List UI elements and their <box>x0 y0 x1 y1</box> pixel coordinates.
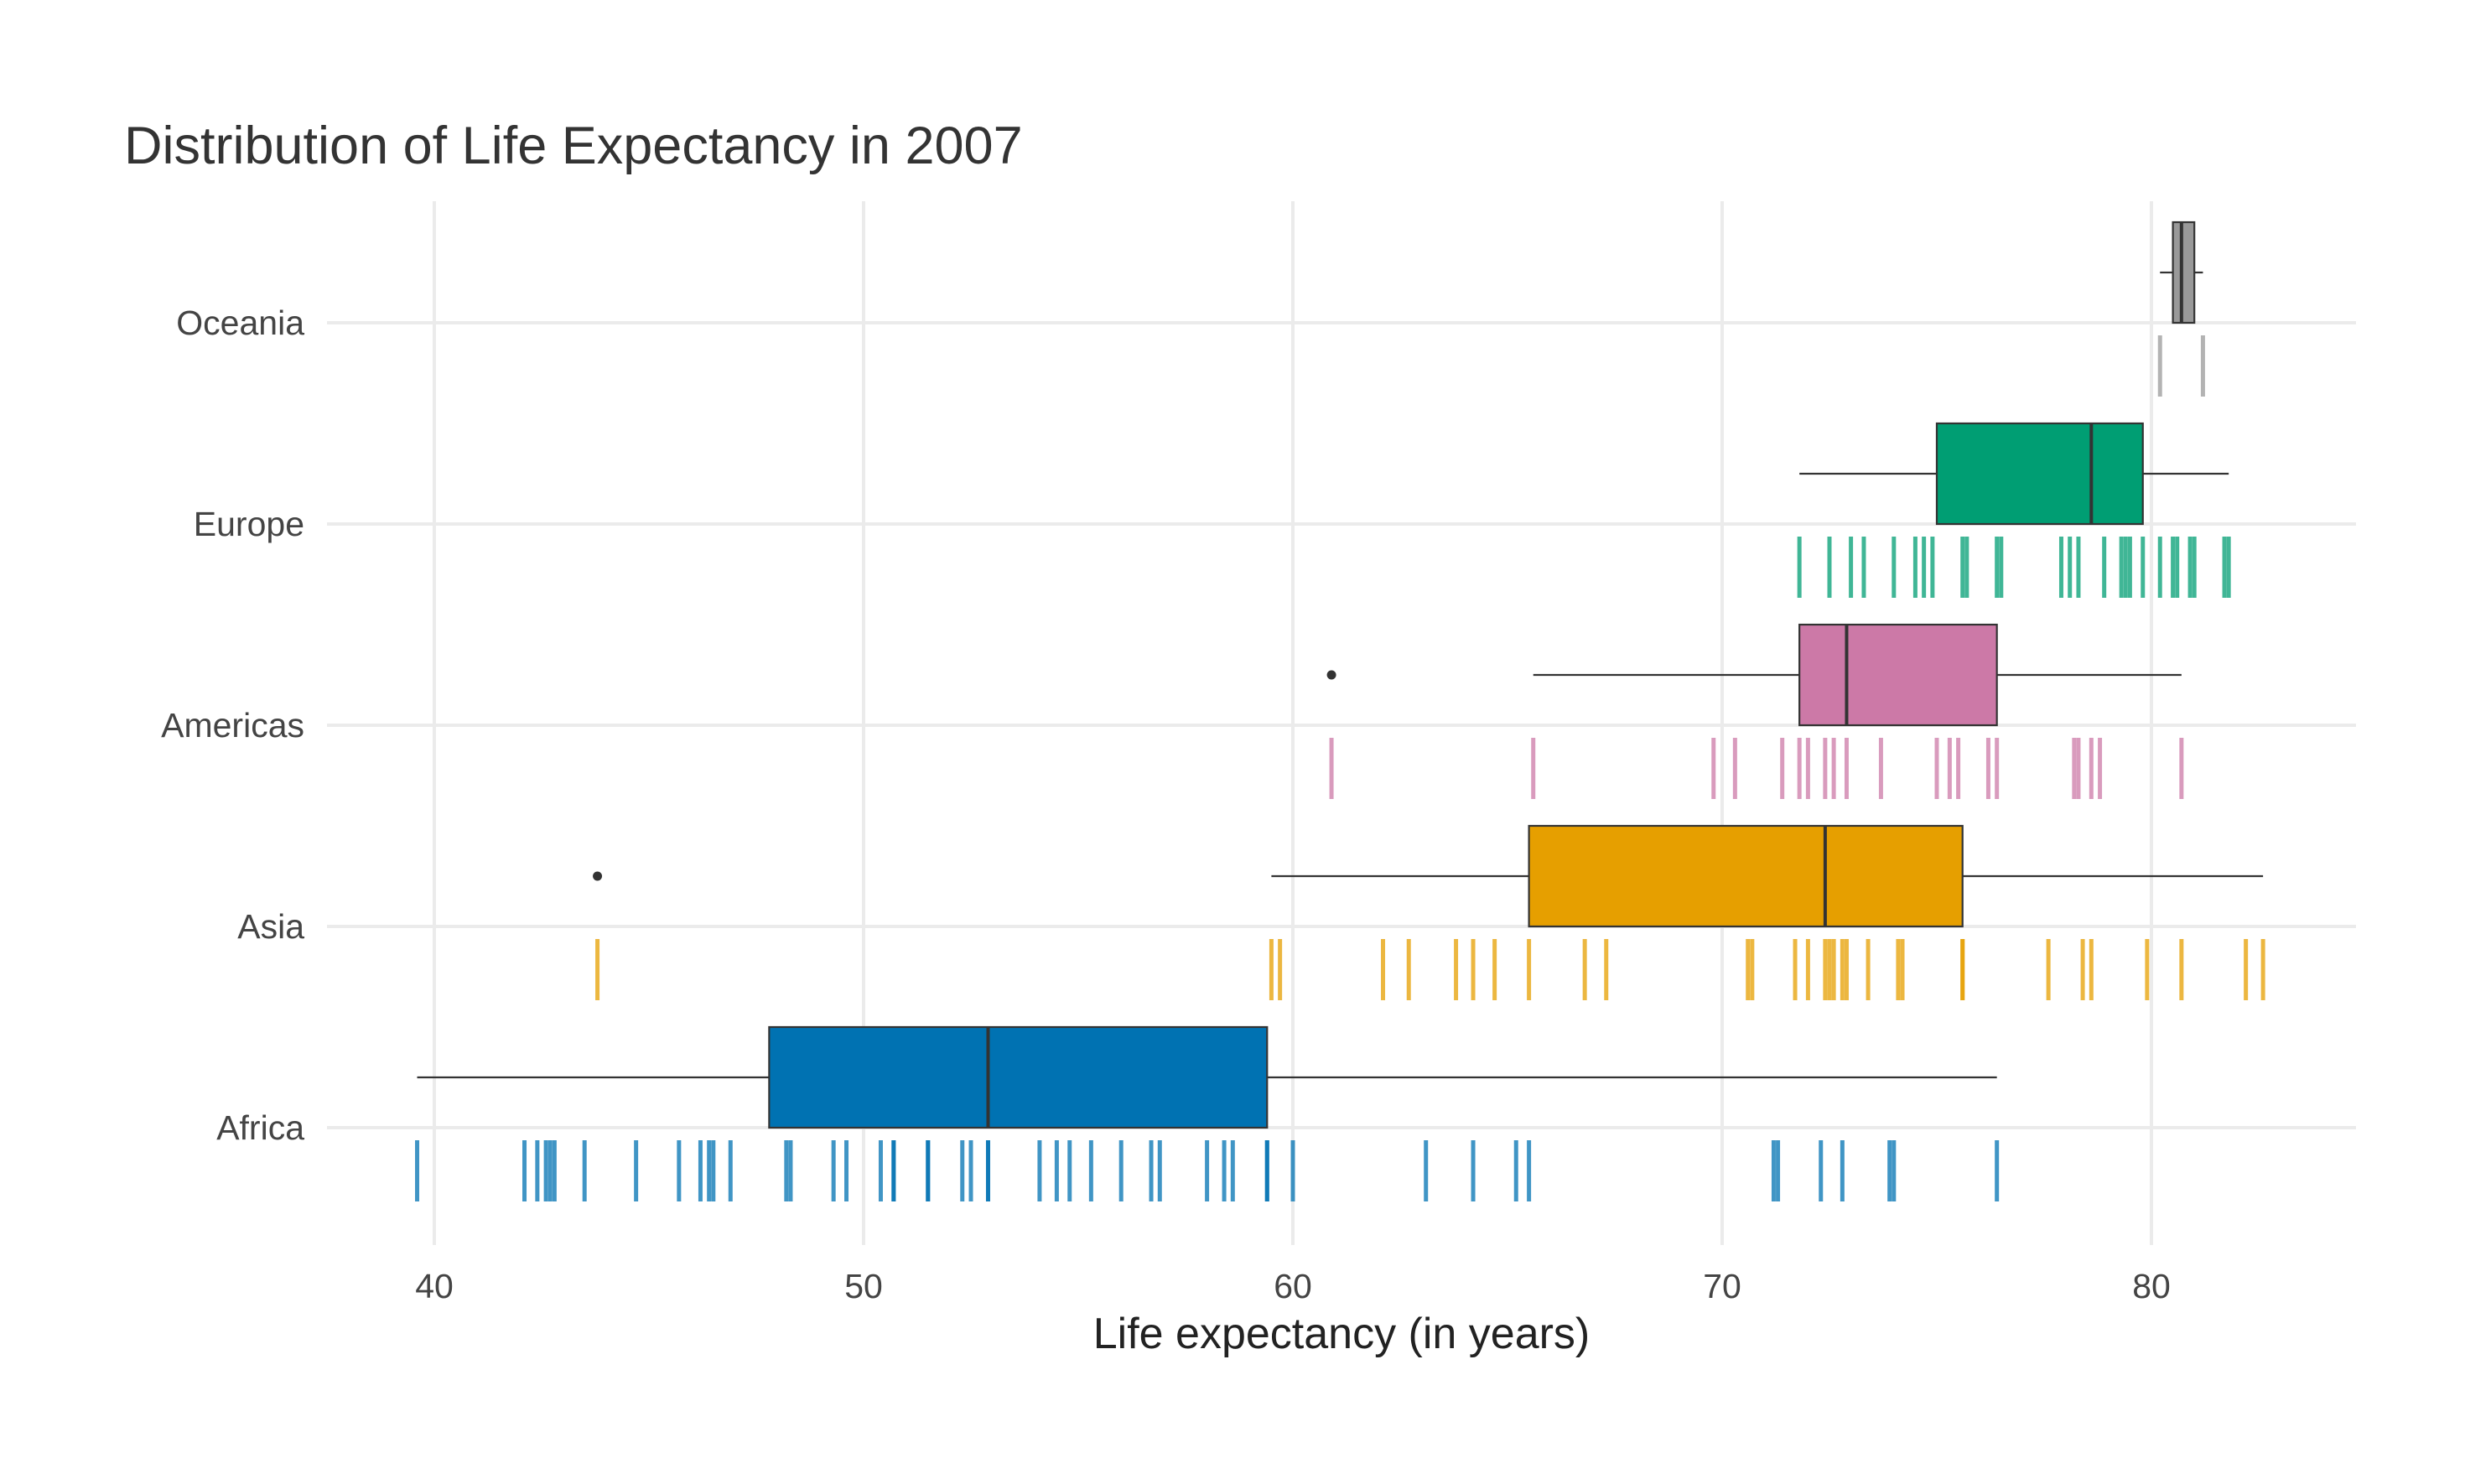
y-tick-label: Asia <box>237 907 304 946</box>
box-oceania <box>2160 221 2203 324</box>
box-iqr <box>768 1025 1269 1129</box>
x-axis-labels: 40 50 60 70 80 <box>415 1267 2171 1305</box>
rug-points <box>415 335 2265 1201</box>
box-iqr <box>1528 824 1964 928</box>
x-tick-label: 60 <box>1274 1267 1312 1305</box>
boxplots <box>417 221 2264 1129</box>
box-iqr <box>2172 221 2196 324</box>
box-europe <box>1799 422 2229 526</box>
outlier-point <box>1326 670 1336 680</box>
outlier-point <box>593 871 603 881</box>
x-tick-label: 70 <box>1703 1267 1741 1305</box>
y-tick-label: Oceania <box>176 304 304 342</box>
y-tick-label: Europe <box>194 505 304 543</box>
box-americas <box>1326 623 2182 727</box>
x-tick-label: 80 <box>2132 1267 2171 1305</box>
box-africa <box>417 1025 1997 1129</box>
box-asia <box>593 824 2264 928</box>
y-tick-label: Americas <box>161 706 304 745</box>
y-tick-label: Africa <box>216 1108 304 1147</box>
x-axis-title: Life expectancy (in years) <box>1093 1310 1591 1358</box>
box-iqr <box>1798 623 1998 727</box>
y-axis-labels: Africa Asia Americas Europe Oceania <box>161 304 304 1147</box>
box-iqr <box>1935 422 2144 526</box>
x-tick-label: 50 <box>844 1267 883 1305</box>
chart-title: Distribution of Life Expectancy in 2007 <box>124 117 1023 175</box>
x-tick-label: 40 <box>415 1267 454 1305</box>
